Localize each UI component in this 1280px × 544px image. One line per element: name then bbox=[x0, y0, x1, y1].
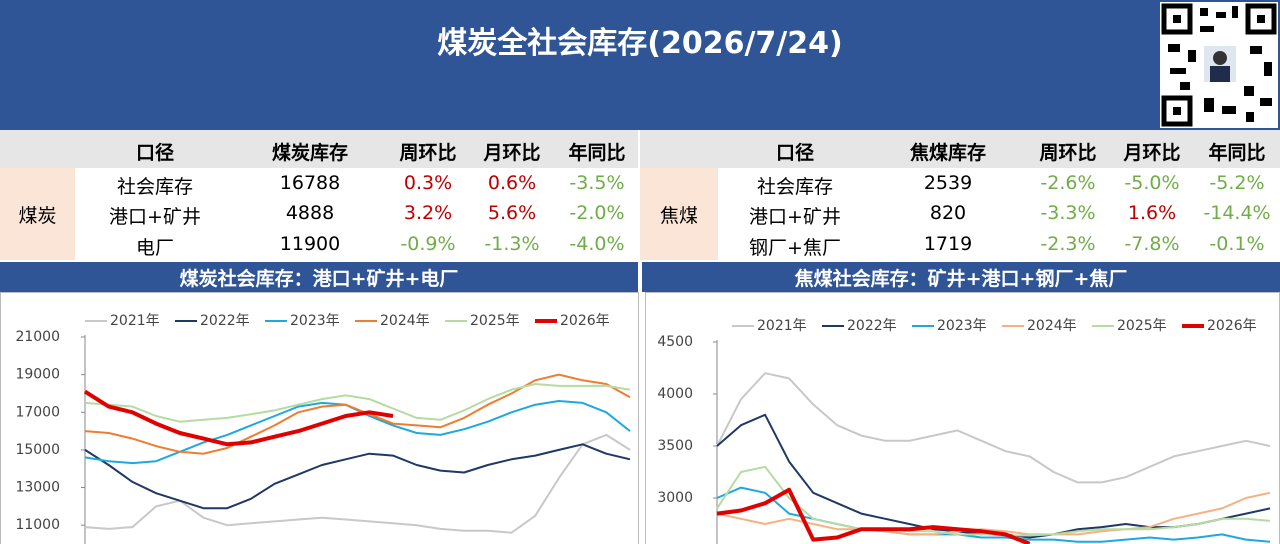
series-line bbox=[716, 486, 1271, 543]
y-tick-label: 21000 bbox=[15, 329, 60, 345]
table-cell: 港口+矿井 bbox=[109, 206, 201, 228]
series-line bbox=[716, 413, 1271, 539]
table-cell: -5.2% bbox=[1209, 172, 1265, 194]
series-line bbox=[84, 383, 631, 423]
chart-title-band bbox=[642, 262, 1280, 292]
column-header: 口径 bbox=[775, 142, 815, 164]
table-header-bg bbox=[640, 130, 1280, 168]
series-line bbox=[716, 372, 1271, 484]
column-header: 月环比 bbox=[483, 142, 541, 164]
y-tick-label: 3000 bbox=[657, 490, 693, 506]
table-cell: 0.6% bbox=[487, 172, 537, 194]
y-tick-label: 15000 bbox=[15, 442, 60, 458]
series-line bbox=[716, 465, 1271, 537]
y-tick-label: 4500 bbox=[657, 334, 693, 350]
column-header: 煤炭库存 bbox=[271, 142, 349, 164]
table-cell: 2539 bbox=[923, 172, 973, 194]
table-cell: 社会库存 bbox=[756, 176, 834, 198]
legend-label: 2023年 bbox=[290, 313, 340, 329]
chart-title: 煤炭社会库存：港口+矿井+电厂 bbox=[179, 268, 459, 290]
page-title: 煤炭全社会库存(2026/7/24) bbox=[437, 26, 843, 61]
row-group: 焦煤 bbox=[640, 168, 718, 260]
table-cell: -0.1% bbox=[1209, 233, 1265, 255]
table-cell: 1.6% bbox=[1127, 202, 1177, 224]
legend-label: 2022年 bbox=[847, 318, 897, 334]
table-cell: 3.2% bbox=[403, 202, 453, 224]
row-group: 煤炭 bbox=[0, 168, 75, 260]
table-cell: -2.6% bbox=[1040, 172, 1096, 194]
y-tick-label: 17000 bbox=[15, 404, 60, 420]
table-cell: 社会库存 bbox=[116, 176, 194, 198]
series-line bbox=[84, 433, 631, 534]
series-line bbox=[716, 487, 1031, 544]
series-line bbox=[83, 389, 394, 447]
header bbox=[0, 0, 1280, 130]
table-cell: -4.0% bbox=[569, 233, 625, 255]
qr-code bbox=[1160, 2, 1278, 128]
y-tick-label: 11000 bbox=[15, 517, 60, 533]
y-tick-label: 4000 bbox=[657, 386, 693, 402]
legend-label: 2025年 bbox=[470, 313, 520, 329]
table-cell: -2.0% bbox=[569, 202, 625, 224]
series-line bbox=[84, 443, 631, 510]
legend-label: 2022年 bbox=[200, 313, 250, 329]
table-cell: 钢厂+焦厂 bbox=[749, 237, 841, 259]
table-cell: 4888 bbox=[285, 202, 335, 224]
chart-title-band bbox=[0, 262, 638, 292]
legend-label: 2025年 bbox=[1117, 318, 1167, 334]
series-line bbox=[84, 373, 631, 455]
y-tick-label: 3500 bbox=[657, 438, 693, 454]
column-header: 周环比 bbox=[1039, 142, 1097, 164]
table-cell: -0.9% bbox=[400, 233, 456, 255]
column-header: 月环比 bbox=[1123, 142, 1181, 164]
legend-label: 2026年 bbox=[560, 313, 610, 329]
table-cell: -5.0% bbox=[1124, 172, 1180, 194]
column-header: 年同比 bbox=[1208, 142, 1266, 164]
column-header: 口径 bbox=[135, 142, 175, 164]
table-cell: -2.3% bbox=[1040, 233, 1096, 255]
legend-label: 2023年 bbox=[937, 318, 987, 334]
table-cell: 16788 bbox=[279, 172, 341, 194]
series-line bbox=[716, 491, 1271, 536]
legend-label: 2026年 bbox=[1207, 318, 1257, 334]
table-cell: -7.8% bbox=[1124, 233, 1180, 255]
legend-label: 2021年 bbox=[757, 318, 807, 334]
table-cell: -3.3% bbox=[1040, 202, 1096, 224]
table-cell: 5.6% bbox=[487, 202, 537, 224]
table-cell: 1719 bbox=[923, 233, 973, 255]
table-cell: 820 bbox=[929, 202, 967, 224]
y-tick-label: 13000 bbox=[15, 480, 60, 496]
chart-frame bbox=[0, 292, 639, 544]
column-header: 焦煤库存 bbox=[909, 142, 987, 164]
legend-label: 2024年 bbox=[380, 313, 430, 329]
table-cell: 0.3% bbox=[403, 172, 453, 194]
table-cell: -3.5% bbox=[569, 172, 625, 194]
table-header-bg bbox=[0, 130, 638, 168]
table-cell: -1.3% bbox=[484, 233, 540, 255]
legend-label: 2021年 bbox=[110, 313, 160, 329]
column-header: 周环比 bbox=[399, 142, 457, 164]
column-header: 年同比 bbox=[568, 142, 626, 164]
legend-label: 2024年 bbox=[1027, 318, 1077, 334]
table-cell: 港口+矿井 bbox=[749, 206, 841, 228]
table-cell: 11900 bbox=[279, 233, 341, 255]
chart-title: 焦煤社会库存：矿井+港口+钢厂+焦厂 bbox=[794, 268, 1128, 290]
table-cell: -14.4% bbox=[1203, 202, 1271, 224]
y-tick-label: 19000 bbox=[15, 367, 60, 383]
table-cell: 电厂 bbox=[135, 237, 175, 259]
